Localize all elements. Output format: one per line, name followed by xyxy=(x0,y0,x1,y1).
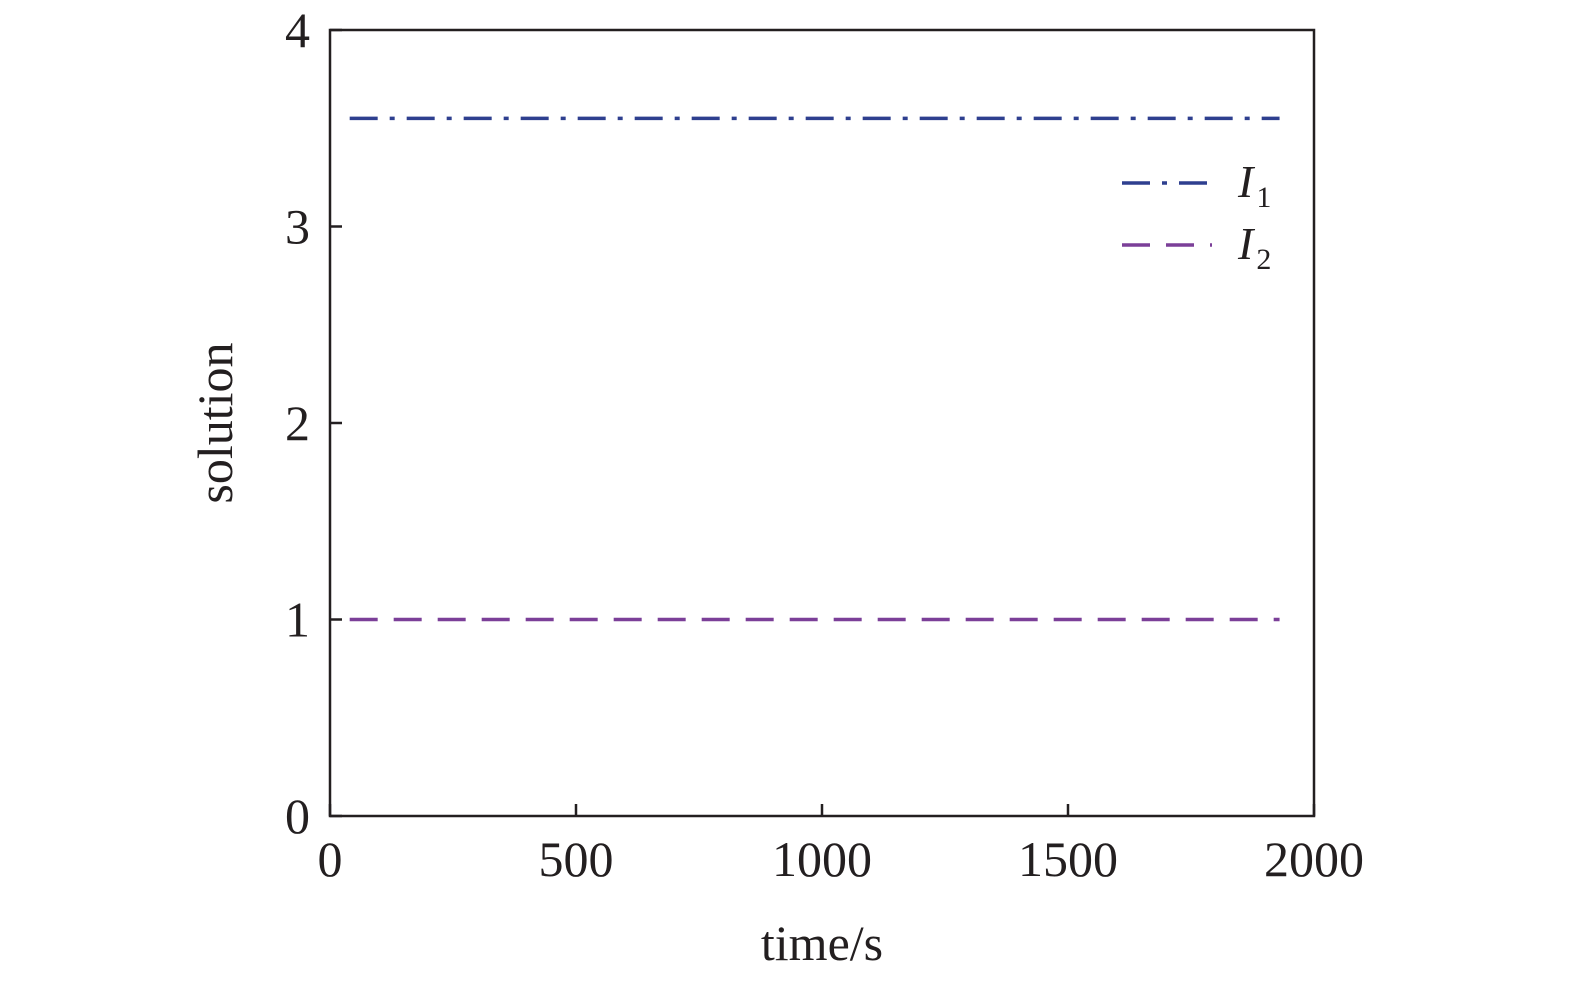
x-tick-label: 1500 xyxy=(1018,831,1118,887)
y-tick-label: 2 xyxy=(285,395,310,451)
axes: 0 500 1000 1500 2000 0 1 2 3 4 xyxy=(285,2,1364,887)
y-tick-label: 1 xyxy=(285,592,310,648)
plot-area xyxy=(349,116,1280,622)
y-tick-label: 3 xyxy=(285,199,310,255)
x-tick-label: 0 xyxy=(318,831,343,887)
y-axis-title: solution xyxy=(187,342,243,503)
x-axis-title: time/s xyxy=(761,915,883,971)
legend: I 1I 2 xyxy=(1122,156,1271,276)
y-tick-label: 4 xyxy=(285,2,310,58)
y-tick-label: 0 xyxy=(285,788,310,844)
x-tick-label: 2000 xyxy=(1264,831,1364,887)
x-tick-label: 500 xyxy=(539,831,614,887)
x-tick-label: 1000 xyxy=(772,831,872,887)
plot-frame xyxy=(328,28,1316,818)
